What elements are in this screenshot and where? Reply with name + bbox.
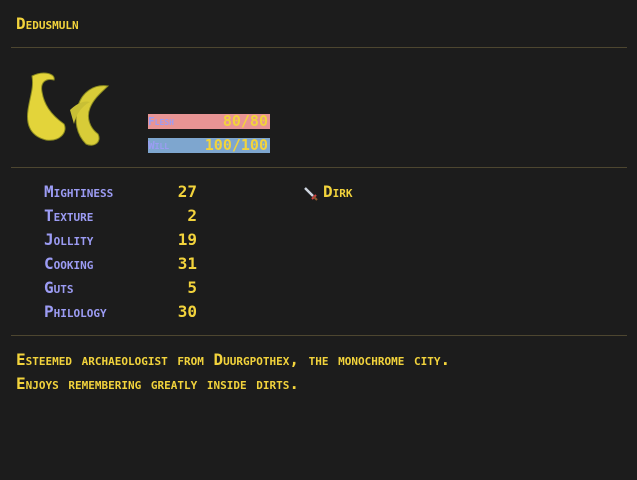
stat-value: 27 xyxy=(177,182,197,201)
stat-value: 2 xyxy=(187,206,197,225)
divider xyxy=(11,47,627,48)
stat-bar: Will 100/100 xyxy=(148,138,270,153)
bar-fill xyxy=(148,114,270,129)
stat-value: 31 xyxy=(177,254,197,273)
bar-label: Will xyxy=(148,139,170,152)
equipment-name: Dirk xyxy=(323,182,353,201)
bar-value: 100/100 xyxy=(204,136,268,154)
stat-value: 5 xyxy=(187,278,197,297)
stat-name: Texture xyxy=(44,206,94,225)
divider xyxy=(11,335,627,336)
bar-fill xyxy=(148,138,270,153)
stat-name: Philology xyxy=(44,302,107,321)
stat-name: Jollity xyxy=(44,230,94,249)
dagger-icon xyxy=(304,187,318,201)
divider xyxy=(11,167,627,168)
stat-name: Cooking xyxy=(44,254,94,273)
stat-name: Mightiness xyxy=(44,182,114,201)
stat-value: 19 xyxy=(177,230,197,249)
bar-value: 80/80 xyxy=(222,112,268,130)
description-line: Enjoys remembering greatly inside dirts. xyxy=(16,374,299,393)
portrait xyxy=(27,72,110,146)
character-name: Dedusmuln xyxy=(16,14,79,33)
stat-value: 30 xyxy=(177,302,197,321)
stat-bar: Flesh 80/80 xyxy=(148,114,270,129)
bar-label: Flesh xyxy=(148,115,174,128)
stat-name: Guts xyxy=(44,278,74,297)
description-line: Esteemed archaeologist from Duurgpothex,… xyxy=(16,350,451,369)
